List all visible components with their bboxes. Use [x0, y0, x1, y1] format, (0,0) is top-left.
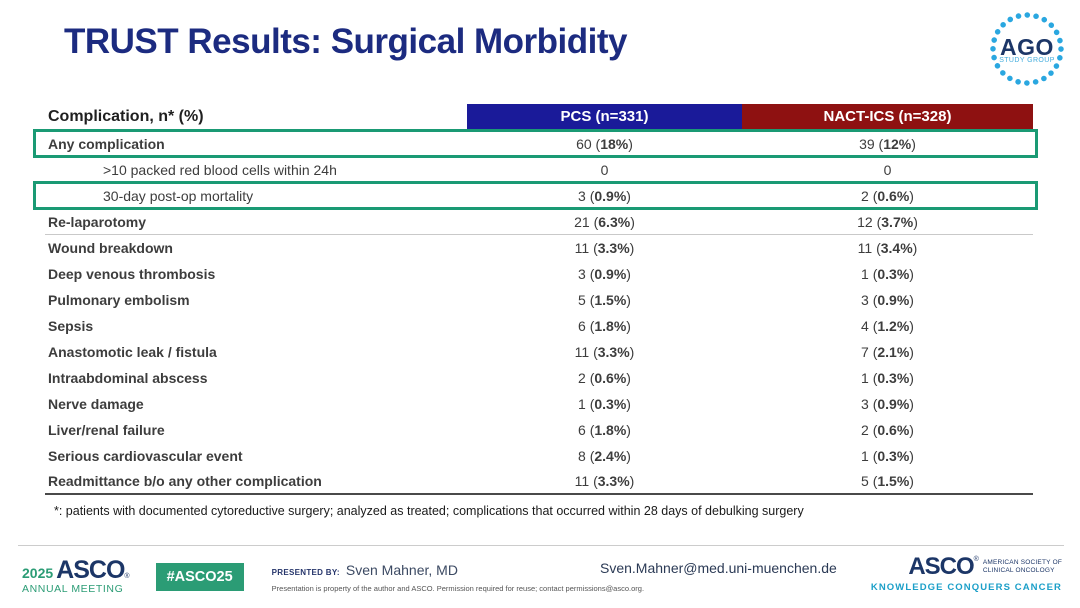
nact-value: 4 (1.2%)	[861, 318, 914, 334]
annual-meeting-label: ANNUAL MEETING	[22, 582, 124, 595]
table-header-row: Complication, n* (%) PCS (n=331) NACT-IC…	[45, 104, 1033, 131]
table-row: Deep venous thrombosis 3 (0.9%) 1 (0.3%)	[45, 261, 1033, 287]
table-row: Intraabdominal abscess 2 (0.6%) 1 (0.3%)	[45, 365, 1033, 391]
asco-society-logo: ASCO ® AMERICAN SOCIETY OF CLINICAL ONCO…	[870, 553, 1062, 593]
table-footnote: *: patients with documented cytoreductiv…	[54, 504, 804, 518]
registered-mark: ®	[973, 556, 979, 563]
asco-wordmark: ASCO	[56, 556, 125, 585]
row-label: Re-laparotomy	[48, 213, 147, 230]
header-pcs-column: PCS (n=331)	[467, 104, 742, 129]
presenter-name: Sven Mahner, MD	[345, 561, 458, 578]
pcs-value: 5 (1.5%)	[578, 292, 631, 308]
society-name: AMERICAN SOCIETY OF CLINICAL ONCOLOGY	[982, 558, 1062, 574]
nact-value: 12 (3.7%)	[857, 213, 918, 230]
nact-value: 3 (0.9%)	[861, 396, 914, 412]
table-row: Liver/renal failure 6 (1.8%) 2 (0.6%)	[45, 417, 1033, 443]
presented-by-label: PRESENTED BY:	[271, 567, 340, 577]
registered-mark: ®	[124, 573, 130, 581]
nact-value: 7 (2.1%)	[861, 344, 914, 360]
row-label: Readmittance b/o any other complication	[48, 473, 322, 489]
pcs-value: 11 (3.3%)	[574, 240, 635, 256]
row-label: Deep venous thrombosis	[48, 266, 216, 282]
nact-value: 11 (3.4%)	[857, 240, 918, 256]
row-label: Nerve damage	[48, 396, 144, 412]
header-complication: Complication, n* (%)	[48, 107, 204, 125]
pcs-value: 21 (6.3%)	[574, 213, 635, 230]
table-row: >10 packed red blood cells within 24h 0 0	[45, 157, 1033, 183]
row-label: Anastomotic leak / fistula	[48, 344, 217, 360]
page-title: TRUST Results: Surgical Morbidity	[64, 22, 628, 61]
asco-wordmark: ASCO	[908, 553, 974, 580]
pcs-value: 0	[600, 162, 609, 178]
table-row: Anastomotic leak / fistula 11 (3.3%) 7 (2.…	[45, 339, 1033, 365]
ago-logo-subtitle: STUDY GROUP	[999, 57, 1055, 64]
table-body: Any complication 60 (18%) 39 (12%) >10 pack…	[33, 129, 1038, 495]
presenter-email: Sven.Mahner@med.uni-muenchen.de	[600, 560, 837, 576]
table-row: Serious cardiovascular event 8 (2.4%) 1 (0…	[45, 443, 1033, 469]
complications-table: Complication, n* (%) PCS (n=331) NACT-IC…	[33, 104, 1038, 518]
ago-logo-text: AGO	[1000, 34, 1054, 60]
pcs-value: 3 (0.9%)	[578, 266, 631, 282]
nact-value: 2 (0.6%)	[861, 422, 914, 438]
row-label: >10 packed red blood cells within 24h	[103, 162, 337, 178]
table-row: Re-laparotomy 21 (6.3%) 12 (3.7%)	[45, 209, 1033, 235]
pcs-value: 3 (0.9%)	[578, 188, 631, 204]
asco-annual-meeting-logo: 2025 ASCO ® ANNUAL MEETING	[22, 556, 130, 595]
table-row: Sepsis 6 (1.8%) 4 (1.2%)	[45, 313, 1033, 339]
hashtag-badge: #ASCO25	[155, 563, 244, 591]
asco-tagline: KNOWLEDGE CONQUERS CANCER	[870, 581, 1062, 593]
table-row: Any complication 60 (18%) 39 (12%)	[33, 129, 1038, 158]
row-label: Wound breakdown	[48, 240, 173, 256]
pcs-value: 6 (1.8%)	[578, 318, 631, 334]
row-label: Intraabdominal abscess	[48, 370, 208, 386]
meeting-year: 2025	[22, 565, 54, 582]
nact-value: 1 (0.3%)	[861, 266, 914, 282]
pcs-value: 2 (0.6%)	[578, 370, 631, 386]
table-row: Nerve damage 1 (0.3%) 3 (0.9%)	[45, 391, 1033, 417]
pcs-value: 6 (1.8%)	[578, 422, 631, 438]
presented-by-block: PRESENTED BY: Sven Mahner, MD Presentati…	[272, 562, 644, 593]
row-label: Liver/renal failure	[48, 422, 165, 438]
pcs-value: 11 (3.3%)	[574, 344, 635, 360]
row-label: Serious cardiovascular event	[48, 448, 243, 464]
row-label: 30-day post-op mortality	[103, 188, 254, 204]
row-label: Sepsis	[48, 318, 94, 334]
nact-value: 1 (0.3%)	[861, 448, 914, 464]
table-row: Wound breakdown 11 (3.3%) 11 (3.4%)	[45, 235, 1033, 261]
pcs-value: 8 (2.4%)	[578, 448, 631, 464]
table-row: 30-day post-op mortality 3 (0.9%) 2 (0.6%)	[33, 181, 1038, 210]
nact-value: 39 (12%)	[859, 136, 916, 152]
table-row: Pulmonary embolism 5 (1.5%) 3 (0.9%)	[45, 287, 1033, 313]
ago-dotted-circle-icon	[990, 12, 1064, 86]
ago-study-group-logo: AGO STUDY GROUP	[988, 10, 1066, 88]
pcs-value: 11 (3.3%)	[574, 473, 635, 489]
row-label: Pulmonary embolism	[48, 292, 190, 308]
nact-value: 5 (1.5%)	[861, 473, 914, 489]
header-nact-column: NACT-ICS (n=328)	[742, 104, 1033, 129]
nact-value: 1 (0.3%)	[861, 370, 914, 386]
row-label: Any complication	[48, 136, 165, 152]
nact-value: 0	[883, 162, 892, 178]
pcs-value: 1 (0.3%)	[578, 396, 631, 412]
nact-value: 2 (0.6%)	[861, 188, 914, 204]
table-row: Readmittance b/o any other complication 1…	[45, 469, 1033, 495]
copyright-disclaimer: Presentation is property of the author a…	[271, 583, 645, 593]
nact-value: 3 (0.9%)	[861, 292, 914, 308]
pcs-value: 60 (18%)	[576, 136, 633, 152]
slide-footer: 2025 ASCO ® ANNUAL MEETING #ASCO25 PRESE…	[18, 545, 1064, 608]
